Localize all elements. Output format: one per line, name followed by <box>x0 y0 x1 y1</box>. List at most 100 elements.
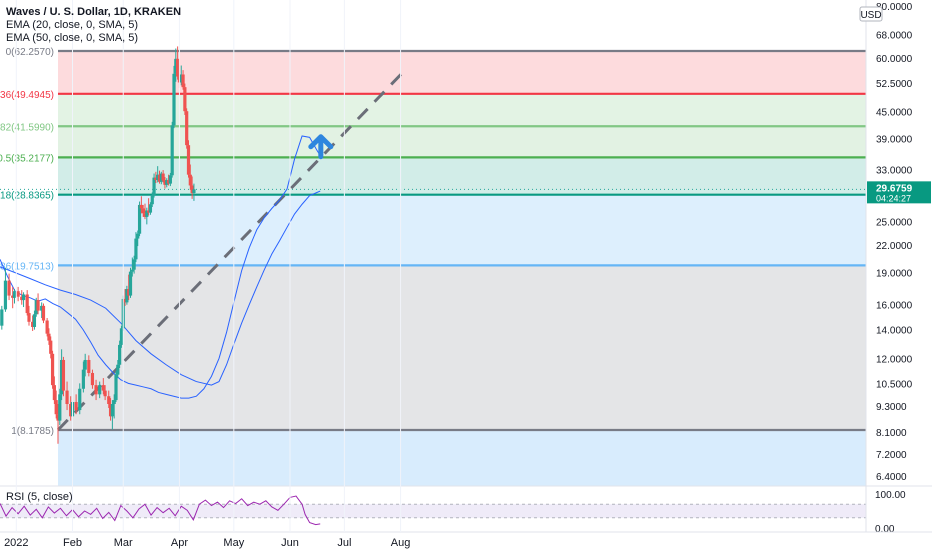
fib-band <box>58 51 866 94</box>
ema50-line <box>0 190 321 386</box>
candle-body <box>165 179 169 185</box>
fib-label: 0.5(35.2177) <box>0 153 54 164</box>
time-tick-label: Jul <box>337 537 351 549</box>
price-tick-label: 10.5000 <box>876 379 913 390</box>
last-price-label: 29.6759 <box>876 183 913 194</box>
candle-body <box>116 364 120 375</box>
price-tick-label: 12.0000 <box>876 354 913 365</box>
price-tick-label: 19.0000 <box>876 269 913 280</box>
candle-body <box>145 210 149 217</box>
candle-body <box>110 404 114 417</box>
fib-band-extension <box>58 430 866 486</box>
candle-body <box>98 385 102 395</box>
candle-body <box>60 359 64 395</box>
fib-lines <box>0 49 866 432</box>
fib-label: 1(8.1785) <box>11 426 54 437</box>
candle-body <box>152 177 156 195</box>
ema50-legend[interactable]: EMA (50, close, 0, SMA, 5) <box>6 32 138 44</box>
candle-body <box>130 269 134 272</box>
candle-body <box>0 309 4 326</box>
last-price-badge <box>867 181 931 204</box>
candle-body <box>40 305 44 311</box>
countdown-label: 04:24:27 <box>876 193 911 203</box>
price-tick-label: 14.0000 <box>876 326 913 337</box>
fib-band <box>58 126 866 158</box>
candle-body <box>41 305 46 321</box>
candle-body <box>16 291 20 297</box>
arrow-up-icon <box>308 134 334 160</box>
price-tick-label: 80.0000 <box>876 2 913 13</box>
trendline <box>56 68 408 432</box>
trendline-dashed <box>56 68 408 432</box>
candle-body <box>45 320 49 334</box>
candle-body <box>32 314 37 327</box>
candle-body <box>132 259 136 270</box>
arrow-up-icon <box>308 134 334 160</box>
candle-body <box>172 73 176 126</box>
candle-body <box>36 300 40 311</box>
candle-body <box>49 340 53 354</box>
price-tick-label: 9.3000 <box>876 402 907 413</box>
candle-body <box>114 374 118 401</box>
candle-body <box>139 204 143 209</box>
candle-body <box>136 233 140 239</box>
candle-body <box>74 402 78 411</box>
ema-lines <box>0 135 321 399</box>
fib-labels: 0(62.2570) 0.236(49.4945) 0.382(41.5990) 0.… <box>0 47 54 437</box>
candle-body <box>166 179 171 184</box>
time-tick-label: Feb <box>63 537 82 549</box>
rsi-axis-label: 100.00 <box>875 490 906 501</box>
price-tick-label: 60.0000 <box>876 54 913 65</box>
currency-badge[interactable] <box>859 6 883 22</box>
candle-body <box>154 177 158 180</box>
time-tick-label: Jun <box>281 537 299 549</box>
fib-band <box>58 93 866 127</box>
candle-body <box>188 174 192 186</box>
candle-body <box>186 145 191 175</box>
rsi-legend[interactable]: RSI (5, close) <box>6 491 73 503</box>
candle-body <box>163 180 167 185</box>
price-tick-label: 39.0000 <box>876 134 913 145</box>
price-tick-label: 45.0000 <box>876 108 913 119</box>
candle-body <box>185 111 189 146</box>
ema20-legend[interactable]: EMA (20, close, 0, SMA, 5) <box>6 19 138 31</box>
price-axis: 80.0000 68.0000 60.0000 52.5000 45.0000 39.00… <box>865 0 931 532</box>
candle-body <box>157 174 162 182</box>
candle-body <box>179 74 183 83</box>
candle-body <box>61 359 66 391</box>
price-tick-label: 8.1000 <box>876 428 907 439</box>
price-tick-label: 52.5000 <box>876 79 913 90</box>
price-tick-label: 33.0000 <box>876 166 913 177</box>
fib-label: 0.786(19.7513) <box>0 261 54 272</box>
price-tick-label: 16.0000 <box>876 301 913 312</box>
candle-body <box>107 396 111 405</box>
candle-body <box>170 125 174 176</box>
candle-body <box>176 58 180 77</box>
price-tick-label: 22.0000 <box>876 241 913 252</box>
price-tick-label: 7.2000 <box>876 450 907 461</box>
candlesticks <box>0 46 196 444</box>
candle-body <box>54 400 58 415</box>
price-tick-label: 6.4000 <box>876 472 907 483</box>
candle-body <box>7 280 11 296</box>
candle-body <box>21 294 26 301</box>
candle-body <box>20 296 24 301</box>
candle-body <box>147 210 151 213</box>
rsi-line <box>0 495 321 526</box>
candle-body <box>56 414 60 421</box>
fib-label: 0(62.2570) <box>6 47 54 58</box>
candle-body <box>141 208 145 214</box>
fib-label: 0.236(49.4945) <box>0 90 54 101</box>
price-tick-label: 68.0000 <box>876 31 913 42</box>
rsi-band <box>0 504 866 518</box>
fib-label: 0.618(28.8365) <box>0 191 54 202</box>
candle-body <box>87 359 91 373</box>
price-tick-label: 25.0000 <box>876 217 913 228</box>
candle-body <box>125 289 129 303</box>
candle-body <box>108 404 113 417</box>
chart-title: Waves / U. S. Dollar, 1D, KRAKEN <box>6 6 181 18</box>
candle-body <box>127 289 131 296</box>
candle-body <box>174 58 178 74</box>
candle-body <box>90 372 95 386</box>
